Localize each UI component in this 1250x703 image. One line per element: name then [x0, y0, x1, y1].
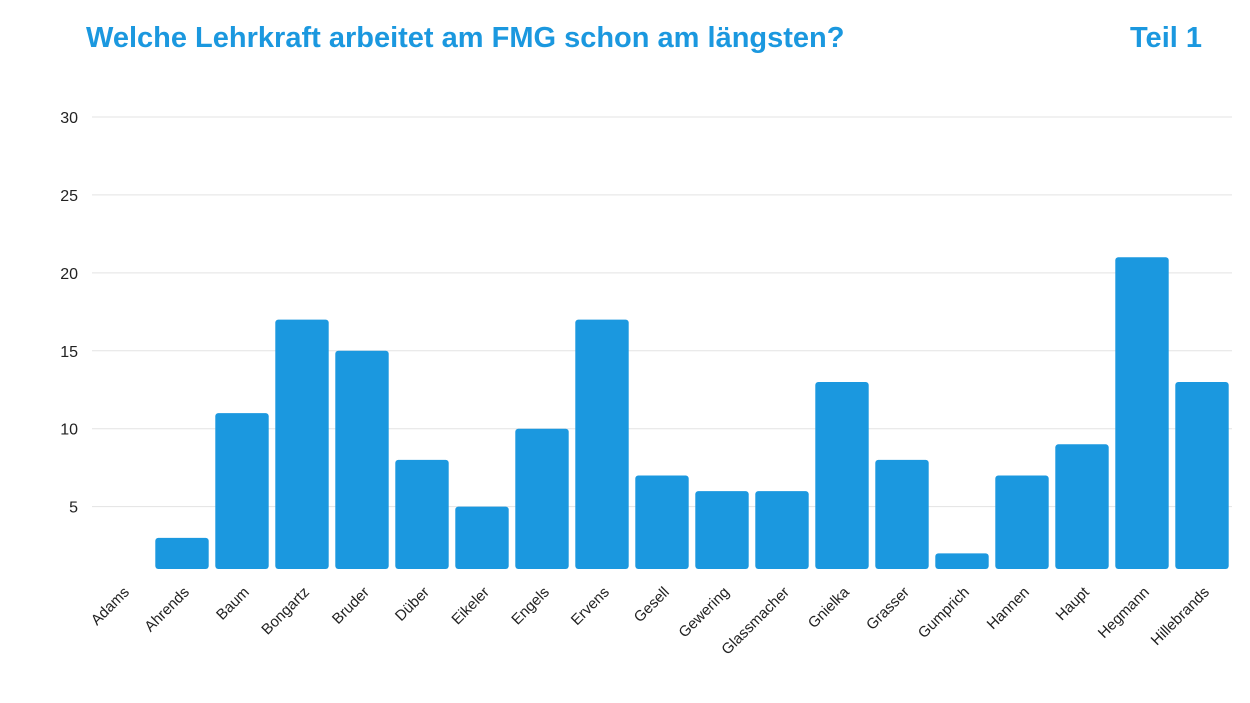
part-label: Teil 1 — [1130, 22, 1202, 54]
x-category-label: Hannen — [984, 584, 1033, 633]
y-tick-label: 30 — [60, 110, 78, 127]
x-category-label: Ahrends — [141, 584, 193, 636]
x-category-label: Ervens — [568, 584, 613, 629]
x-category-label: Gumprich — [915, 584, 973, 642]
x-axis-labels: Adams Ahrends Baum Bongartz Bruder Düber Eikel… — [88, 583, 1213, 658]
x-category-label: Haupt — [1053, 583, 1094, 624]
bar-gesell — [635, 475, 689, 569]
bar-eikeler — [455, 506, 509, 569]
bar-gumprich — [935, 553, 989, 569]
bar-grasser — [875, 459, 929, 569]
bar-gnielka — [815, 381, 869, 569]
bar-glassmacher — [755, 491, 809, 569]
x-category-label: Düber — [392, 584, 433, 625]
x-category-label: Hillebrands — [1148, 584, 1213, 649]
y-tick-label: 15 — [60, 344, 78, 361]
x-category-label: Gewering — [675, 584, 732, 641]
bars — [155, 257, 1229, 569]
x-category-label: Bongartz — [258, 584, 312, 638]
y-tick-label: 20 — [60, 266, 78, 283]
x-category-label: Hegmann — [1095, 584, 1153, 642]
x-category-label: Baum — [213, 584, 253, 624]
bar-hegmann — [1115, 257, 1169, 569]
y-tick-label: 25 — [60, 188, 78, 205]
bar-bongartz — [275, 319, 329, 569]
bar-engels — [515, 428, 569, 569]
bar-gewering — [695, 491, 749, 569]
bar-bruder — [335, 350, 389, 569]
bar-haupt — [1055, 444, 1109, 569]
y-axis-ticks: 5 10 15 20 25 30 — [60, 110, 78, 517]
y-tick-label: 10 — [60, 422, 78, 439]
x-category-label: Eikeler — [448, 584, 492, 628]
x-category-label: Gesell — [631, 584, 673, 626]
chart-title: Welche Lehrkraft arbeitet am FMG schon a… — [86, 22, 845, 54]
x-category-label: Gnielka — [805, 583, 853, 631]
x-category-label: Adams — [88, 584, 133, 629]
bar-hillebrands — [1175, 381, 1229, 569]
bar-düber — [395, 459, 449, 569]
y-tick-label: 5 — [69, 500, 78, 517]
x-category-label: Engels — [508, 584, 552, 628]
bar-ahrends — [155, 537, 209, 569]
bar-hannen — [995, 475, 1049, 569]
x-category-label: Bruder — [329, 584, 373, 628]
bar-ervens — [575, 319, 629, 569]
bar-baum — [215, 413, 269, 569]
x-category-label: Grasser — [863, 584, 913, 634]
